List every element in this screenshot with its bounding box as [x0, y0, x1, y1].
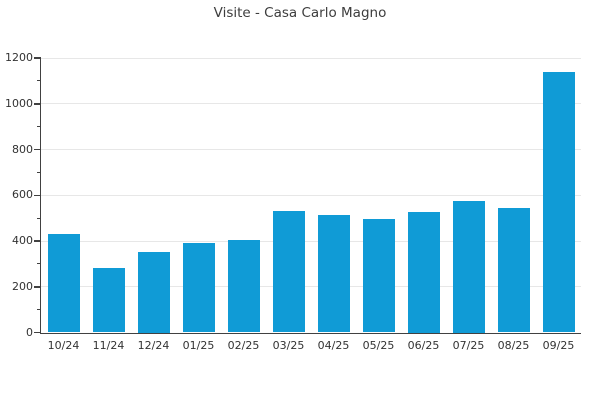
y-axis-line	[39, 58, 41, 334]
x-tick-label: 08/25	[497, 338, 530, 352]
y-minor-tick	[37, 126, 41, 128]
y-minor-tick	[37, 80, 41, 82]
y-tick-label: 200	[12, 279, 33, 293]
y-tick-label: 1000	[5, 96, 33, 110]
x-tick-label: 10/24	[47, 338, 80, 352]
x-tick-label: 03/25	[272, 338, 305, 352]
bar-09-25	[542, 71, 575, 333]
gridline	[41, 57, 581, 59]
bar-06-25	[407, 212, 440, 333]
y-minor-tick	[37, 309, 41, 311]
x-tick-label: 12/24	[137, 338, 170, 352]
y-major-tick	[34, 331, 41, 334]
y-major-tick	[34, 194, 41, 196]
bar-03-25	[272, 211, 305, 333]
bar-12-24	[137, 252, 170, 333]
gridline	[41, 286, 581, 288]
x-tick-label: 05/25	[362, 338, 395, 352]
x-tick-label: 02/25	[227, 338, 260, 352]
y-major-tick	[34, 148, 41, 151]
y-tick-label: 0	[26, 325, 33, 339]
x-tick-label: 01/25	[182, 338, 215, 352]
bar-04-25	[317, 214, 350, 333]
x-tick-label: 07/25	[452, 338, 485, 352]
y-minor-tick	[37, 217, 41, 219]
chart-title: Visite - Casa Carlo Magno	[213, 5, 387, 21]
y-minor-tick	[37, 263, 41, 265]
bar-07-25	[452, 200, 485, 333]
y-tick-label: 800	[12, 142, 33, 156]
x-tick-label: 06/25	[407, 338, 440, 352]
bar-11-24	[92, 268, 125, 333]
y-tick-label: 400	[12, 234, 33, 247]
x-axis-line	[39, 332, 581, 334]
x-tick-label: 09/25	[542, 338, 575, 352]
y-major-tick	[34, 57, 41, 59]
y-minor-tick	[37, 171, 41, 173]
bar-08-25	[497, 207, 530, 333]
bar-05-25	[362, 219, 395, 333]
x-tick-label: 04/25	[317, 338, 350, 352]
y-major-tick	[34, 286, 41, 288]
gridline	[41, 240, 581, 242]
y-major-tick	[34, 103, 41, 105]
gridline	[41, 194, 581, 196]
y-tick-label: 1200	[5, 51, 33, 64]
bar-10-24	[47, 234, 80, 333]
gridline	[41, 103, 581, 105]
bar-02-25	[227, 239, 260, 333]
x-tick-label: 11/24	[92, 338, 125, 352]
y-tick-label: 600	[12, 188, 33, 202]
y-major-tick	[34, 240, 41, 242]
bar-01-25	[182, 243, 215, 333]
gridline	[41, 149, 581, 150]
